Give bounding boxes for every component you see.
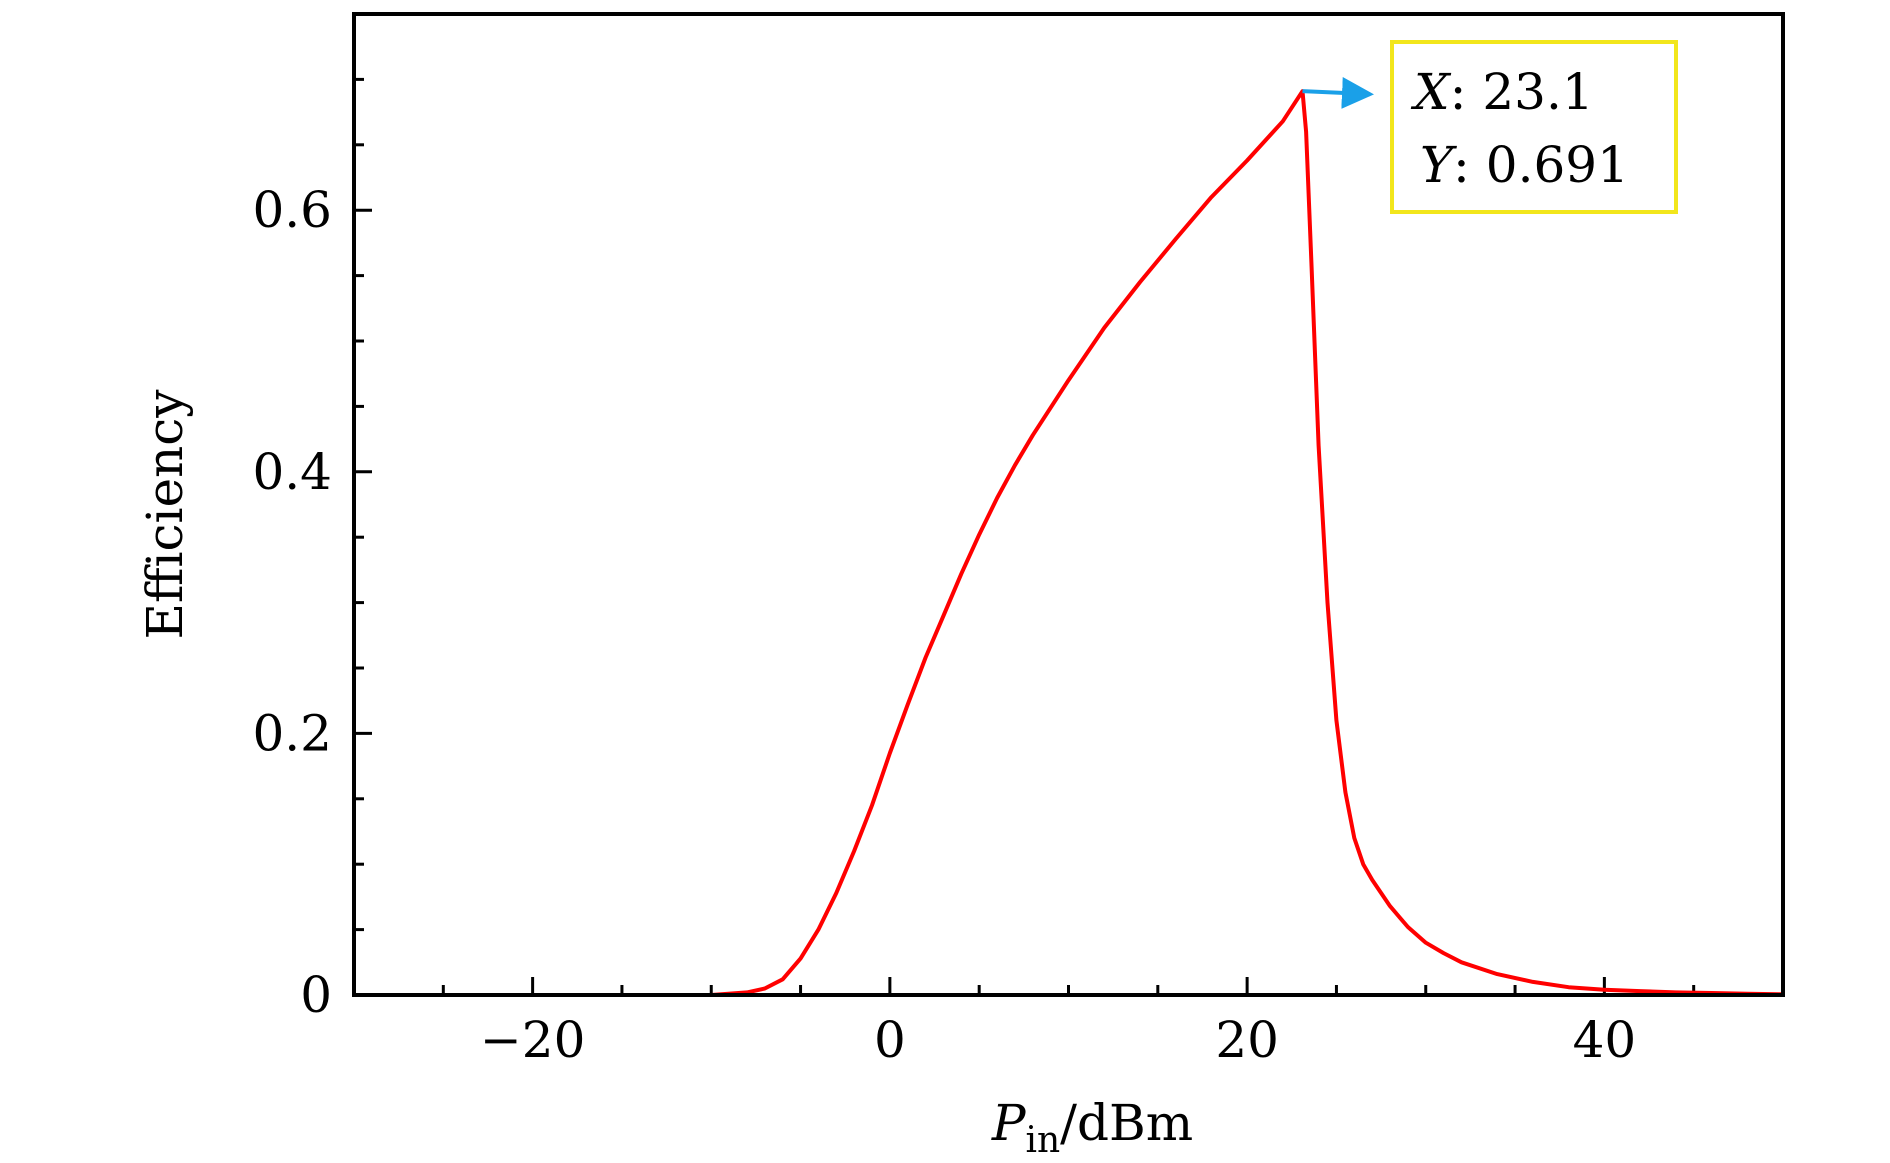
x-tick-label: 20 <box>1215 1011 1279 1069</box>
x-axis-label-subscript: in <box>1025 1120 1060 1158</box>
labels-layer: −20 0 20 40 0 0.2 0.4 0.6 <box>252 181 1636 1069</box>
y-axis-label: Efficiency <box>136 389 194 640</box>
y-tick-label: 0.2 <box>252 704 332 762</box>
x-axis-label-symbol: P <box>991 1094 1027 1152</box>
plot-frame <box>352 12 1785 997</box>
x-tick-label: 40 <box>1573 1011 1637 1069</box>
datatip-arrow <box>1302 76 1374 109</box>
datatip-x-value: : 23.1 <box>1450 63 1594 121</box>
datatip-y-value: : 0.691 <box>1453 136 1629 194</box>
x-tick-label: 0 <box>874 1011 906 1069</box>
datatip-y-line: Y: 0.691 <box>1420 136 1629 194</box>
ticks-layer <box>354 77 1696 995</box>
x-tick-label: −20 <box>480 1011 586 1069</box>
x-axis-label-unit: /dBm <box>1060 1094 1193 1152</box>
y-tick-label: 0 <box>300 966 332 1024</box>
datatip-x-label: X <box>1410 63 1452 121</box>
x-axis-label: Pin/dBm <box>991 1094 1193 1158</box>
series-layer <box>711 89 1784 997</box>
datatip[interactable]: X: 23.1 Y: 0.691 <box>1302 40 1678 214</box>
y-tick-label: 0.4 <box>252 443 332 501</box>
datatip-box <box>1390 40 1678 214</box>
y-tick-label: 0.6 <box>252 181 332 239</box>
datatip-x-line: X: 23.1 <box>1410 63 1594 121</box>
datatip-y-label: Y <box>1420 136 1457 194</box>
series-line <box>711 89 1784 997</box>
